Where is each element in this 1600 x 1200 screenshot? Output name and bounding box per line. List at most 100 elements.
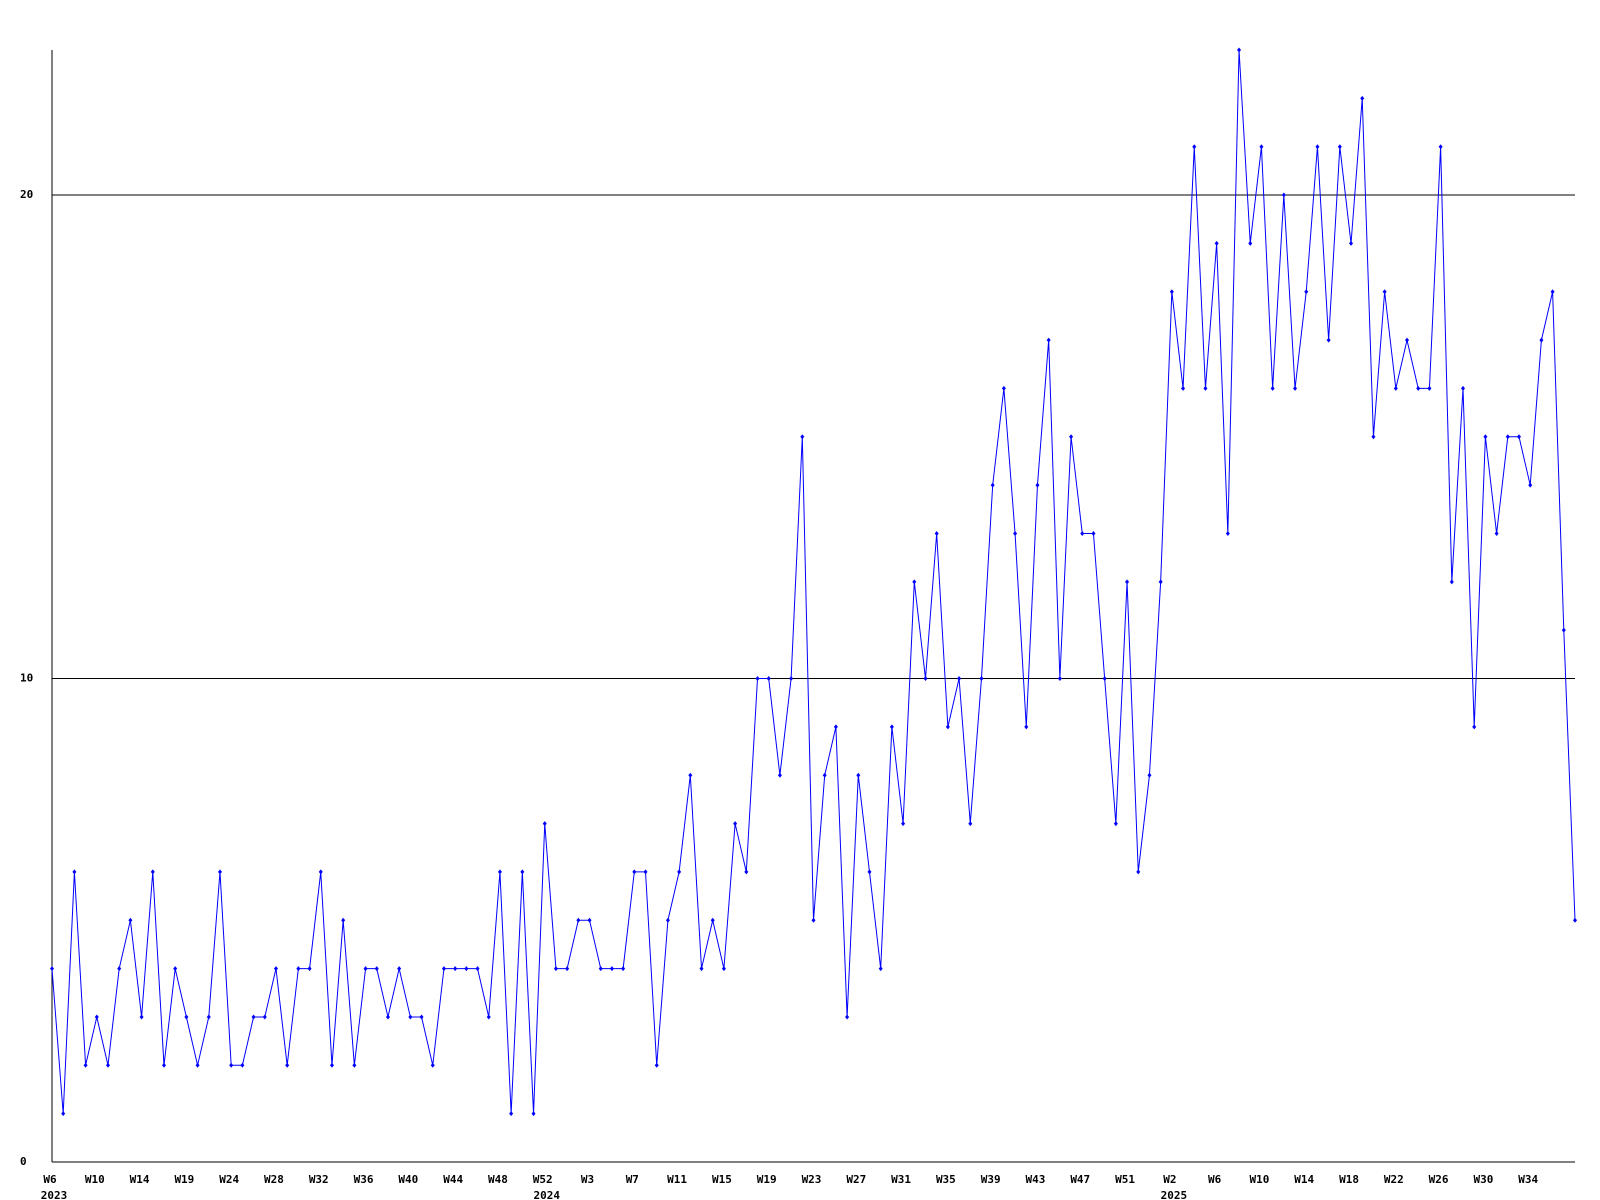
x-tick-label: W47 bbox=[1070, 1173, 1090, 1186]
data-point bbox=[374, 966, 379, 972]
x-tick-label: W19 bbox=[174, 1173, 194, 1186]
data-point bbox=[128, 917, 133, 923]
x-tick-label: W19 bbox=[757, 1173, 777, 1186]
data-point bbox=[789, 676, 794, 682]
data-point bbox=[1449, 579, 1454, 585]
x-tick-label: W22 bbox=[1384, 1173, 1404, 1186]
data-point bbox=[1461, 385, 1466, 391]
data-point bbox=[352, 1062, 357, 1068]
data-point bbox=[1494, 530, 1499, 536]
data-point bbox=[1315, 144, 1320, 150]
data-point bbox=[94, 1014, 99, 1020]
x-tick-label: W35 bbox=[936, 1173, 956, 1186]
x-tick-label: W44 bbox=[443, 1173, 463, 1186]
data-point bbox=[1113, 821, 1118, 827]
data-point bbox=[1136, 869, 1141, 875]
data-point bbox=[733, 821, 738, 827]
data-point bbox=[1505, 434, 1510, 440]
data-point bbox=[878, 966, 883, 972]
data-point bbox=[408, 1014, 413, 1020]
data-point bbox=[318, 869, 323, 875]
x-tick-label: W7 bbox=[626, 1173, 639, 1186]
data-point bbox=[1147, 772, 1152, 778]
data-point bbox=[889, 724, 894, 730]
data-point bbox=[83, 1062, 88, 1068]
data-point bbox=[1416, 385, 1421, 391]
data-point bbox=[688, 772, 693, 778]
data-point bbox=[1259, 144, 1264, 150]
data-point bbox=[587, 917, 592, 923]
x-tick-label: W14 bbox=[130, 1173, 150, 1186]
data-point bbox=[621, 966, 626, 972]
data-point bbox=[542, 821, 547, 827]
x-tick-label: W24 bbox=[219, 1173, 239, 1186]
x-group-label: 2025 bbox=[1161, 1189, 1188, 1200]
data-point bbox=[934, 530, 939, 536]
data-point bbox=[385, 1014, 390, 1020]
data-point bbox=[766, 676, 771, 682]
data-point bbox=[531, 1111, 536, 1117]
data-point bbox=[856, 772, 861, 778]
data-point bbox=[1360, 95, 1365, 101]
data-point bbox=[553, 966, 558, 972]
data-point bbox=[1550, 289, 1555, 295]
data-point bbox=[1405, 337, 1410, 343]
data-point bbox=[1225, 530, 1230, 536]
data-point bbox=[509, 1111, 514, 1117]
data-point bbox=[1326, 337, 1331, 343]
data-point bbox=[453, 966, 458, 972]
data-point bbox=[1438, 144, 1443, 150]
x-group-label: 2023 bbox=[41, 1189, 68, 1200]
data-point bbox=[262, 1014, 267, 1020]
data-point bbox=[251, 1014, 256, 1020]
x-tick-label: W34 bbox=[1518, 1173, 1538, 1186]
data-point bbox=[565, 966, 570, 972]
x-tick-label: W36 bbox=[354, 1173, 374, 1186]
data-point bbox=[1270, 385, 1275, 391]
data-point bbox=[1046, 337, 1051, 343]
data-point bbox=[363, 966, 368, 972]
data-line bbox=[51, 49, 1576, 1114]
data-point bbox=[464, 966, 469, 972]
x-tick-label: W26 bbox=[1429, 1173, 1449, 1186]
data-point bbox=[1337, 144, 1342, 150]
data-point bbox=[1561, 627, 1566, 633]
y-tick-label: 20 bbox=[20, 188, 33, 201]
data-point bbox=[1024, 724, 1029, 730]
data-point bbox=[699, 966, 704, 972]
x-tick-label: W43 bbox=[1026, 1173, 1046, 1186]
data-point bbox=[990, 482, 995, 488]
data-point bbox=[150, 869, 155, 875]
data-point bbox=[1304, 289, 1309, 295]
data-point bbox=[1125, 579, 1130, 585]
data-point bbox=[598, 966, 603, 972]
data-point bbox=[240, 1062, 245, 1068]
data-point bbox=[1349, 240, 1354, 246]
data-point bbox=[397, 966, 402, 972]
data-point bbox=[867, 869, 872, 875]
data-point bbox=[195, 1062, 200, 1068]
x-tick-label: W30 bbox=[1473, 1173, 1493, 1186]
data-point bbox=[72, 869, 77, 875]
y-tick-label: 0 bbox=[20, 1155, 27, 1168]
data-point bbox=[576, 917, 581, 923]
x-tick-label: W27 bbox=[846, 1173, 866, 1186]
data-point bbox=[50, 966, 54, 972]
x-tick-label: W15 bbox=[712, 1173, 732, 1186]
data-point bbox=[1214, 240, 1219, 246]
x-tick-label: W48 bbox=[488, 1173, 508, 1186]
x-tick-label: W28 bbox=[264, 1173, 284, 1186]
data-point bbox=[1091, 530, 1096, 536]
data-point bbox=[117, 966, 122, 972]
data-point bbox=[822, 772, 827, 778]
data-point bbox=[273, 966, 278, 972]
x-tick-label: W14 bbox=[1294, 1173, 1314, 1186]
data-point bbox=[307, 966, 312, 972]
data-point bbox=[721, 966, 726, 972]
data-point bbox=[901, 821, 906, 827]
data-point bbox=[800, 434, 805, 440]
data-point bbox=[1281, 192, 1286, 198]
data-point bbox=[486, 1014, 491, 1020]
data-point bbox=[1192, 144, 1197, 150]
